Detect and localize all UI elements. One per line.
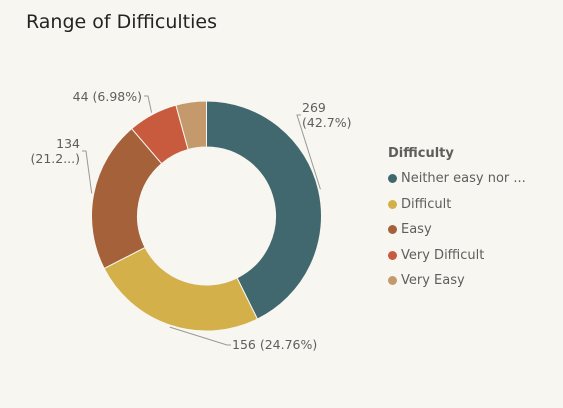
- legend-label: Very Easy: [401, 273, 465, 289]
- data-label-2: 156 (24.76%): [232, 337, 317, 352]
- legend-swatch-icon: [388, 250, 397, 260]
- leader-line-4: [144, 95, 153, 113]
- data-label-3: 134: [56, 136, 80, 151]
- data-label-3: (21.2...): [30, 151, 80, 166]
- leader-line-3: [82, 150, 93, 194]
- legend-item-2[interactable]: Difficult: [388, 192, 526, 218]
- pie-slice-5[interactable]: [175, 100, 207, 151]
- legend-swatch-icon: [388, 276, 397, 286]
- legend-label: Neither easy nor ...: [401, 171, 526, 187]
- legend-item-1[interactable]: Neither easy nor ...: [388, 166, 526, 192]
- data-label-1: 269: [302, 100, 326, 115]
- leader-line-2: [169, 326, 231, 346]
- legend-item-5[interactable]: Very Easy: [388, 268, 526, 294]
- legend-swatch-icon: [388, 199, 397, 209]
- pie-slice-2[interactable]: [103, 246, 259, 332]
- chart-legend: Difficulty Neither easy nor ... Difficult…: [388, 146, 526, 294]
- legend-swatch-icon: [388, 174, 397, 184]
- legend-item-3[interactable]: Easy: [388, 217, 526, 243]
- legend-swatch-icon: [388, 225, 397, 235]
- data-label-4: 44 (6.98%): [73, 89, 142, 104]
- legend-label: Difficult: [401, 196, 452, 212]
- data-label-1: (42.7%): [302, 115, 351, 130]
- legend-item-4[interactable]: Very Difficult: [388, 243, 526, 269]
- legend-label: Easy: [401, 222, 432, 238]
- legend-items: Neither easy nor ... Difficult Easy Very Di…: [388, 166, 526, 294]
- legend-label: Very Difficult: [401, 247, 485, 263]
- leader-line-1: [296, 114, 321, 190]
- legend-title: Difficulty: [388, 146, 454, 161]
- chart-title: Range of Difficulties: [26, 11, 217, 33]
- pie-slice-1[interactable]: [206, 100, 322, 320]
